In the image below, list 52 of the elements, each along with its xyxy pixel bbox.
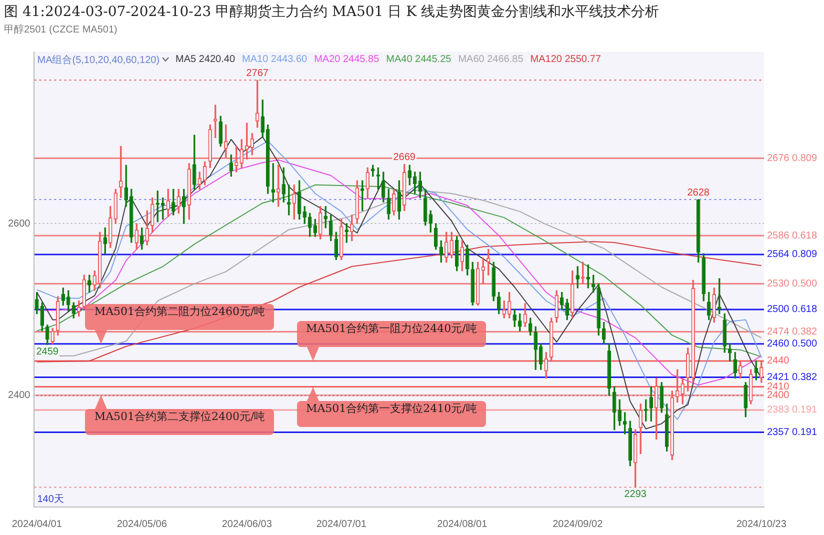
ref-line-label: 2586 0.618: [767, 230, 818, 242]
ref-line-label: 2440: [767, 356, 790, 367]
annotation: 2669: [393, 152, 416, 164]
candlestick: [134, 223, 139, 250]
ref-line-label: 2421 0.382: [767, 372, 818, 384]
y-tick-label: 2600: [8, 218, 31, 230]
x-tick-label: 2024/10/23: [736, 518, 787, 530]
chart-subtitle: 甲醇2501 (CZCE MA501): [4, 24, 118, 36]
annotation: MA501合约第一阻力位2440元/吨: [296, 320, 486, 347]
annotation: 2767: [246, 68, 269, 79]
x-tick-label: 2024/08/01: [437, 518, 488, 530]
ref-line-label: 2400: [767, 390, 790, 402]
candlestick: [114, 188, 118, 224]
annotation: 2293: [624, 488, 647, 500]
x-tick-label: 2024/09/02: [552, 518, 604, 530]
candlestick: [218, 116, 223, 147]
candlestick: [82, 274, 86, 310]
candlestick: [40, 302, 44, 332]
annotation: 2459: [36, 346, 59, 358]
ref-line-label: 2676 0.809: [767, 153, 818, 164]
annotation: MA501合约第一支撑位2410元/吨: [296, 400, 486, 427]
text: MA40 2445.25: [386, 54, 452, 66]
candlestick: [229, 154, 234, 177]
x-tick-label: 2024/05/06: [116, 518, 168, 530]
candlestick: [145, 210, 150, 246]
ref-line-label: 2357 0.191: [767, 427, 818, 438]
annotation: MA501合约第二支撑位2400元/吨: [85, 409, 274, 436]
text: MA120 2550.77: [530, 54, 601, 66]
candlestick: [72, 302, 76, 318]
ref-line-label: 2530 0.500: [767, 278, 818, 290]
ref-line-label: 2500 0.618: [767, 304, 818, 316]
legend-title: MA组合(5,10,20,40,60,120): [37, 54, 160, 67]
x-tick-label: 2024/04/01: [12, 518, 62, 530]
candlestick: [103, 228, 108, 254]
ref-line-label: 2474 0.382: [767, 326, 818, 338]
text: MA60 2466.85: [458, 54, 524, 66]
annotation: MA501合约第二阻力位2460元/吨: [85, 304, 274, 330]
candlestick: [176, 188, 181, 214]
ref-line-label: 2564 0.809: [767, 249, 818, 260]
annotation: 2628: [687, 187, 710, 198]
ref-line-label: 2383 0.191: [767, 404, 818, 416]
annotation: 140天: [37, 494, 64, 505]
candlestick: [166, 188, 170, 218]
candlestick: [208, 124, 212, 168]
text: MA5 2420.40: [176, 54, 236, 66]
text: MA20 2445.85: [314, 54, 380, 66]
chart-title: 图 41:2024-03-07-2024-10-23 甲醇期货主力合约 MA501 日 K 线走势图黄金分割线和水平线技术分析: [4, 4, 660, 20]
candlestick: [187, 163, 192, 220]
x-tick-label: 2024/07/01: [316, 518, 367, 530]
ref-line-label: 2460 0.500: [767, 338, 818, 350]
x-tick-label: 2024/06/03: [222, 518, 272, 530]
text: MA10 2443.60: [242, 54, 308, 66]
